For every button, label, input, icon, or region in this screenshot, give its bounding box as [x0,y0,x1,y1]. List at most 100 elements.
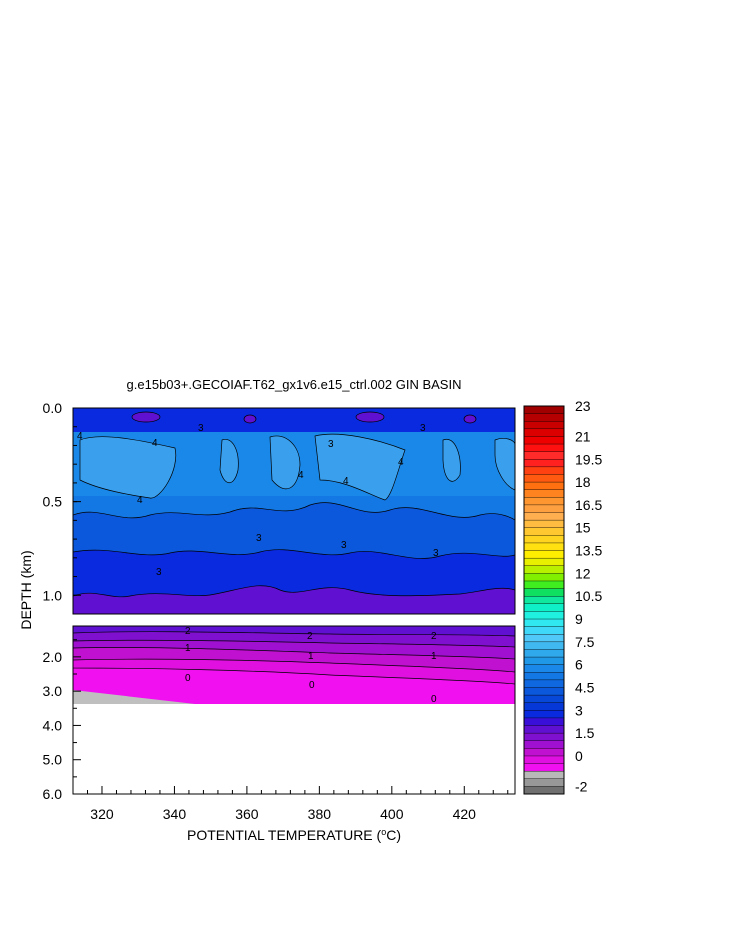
colorbar-swatch [523,702,565,711]
colorbar-swatch [523,481,565,491]
colorbar-label: 18 [575,474,591,490]
colorbar-swatch [523,611,565,620]
colorbar-swatch [523,595,565,605]
colorbar-label: 15 [575,520,591,536]
colorbar-swatch [523,489,565,498]
contour-label: 0 [431,694,437,705]
colorbar-swatch [523,740,565,749]
colorbar-label: 3 [575,702,583,718]
colorbar-label: 6 [575,657,583,673]
upper-panel-frame [72,407,516,615]
y-tick-label: 5.0 [43,752,63,768]
contour-label: 1 [308,651,314,662]
colorbar-swatch [523,421,565,430]
colorbar-label: 23 [575,398,591,414]
colorbar-label: 10.5 [575,588,602,604]
y-tick-label: 4.0 [43,717,63,733]
upper-light-patches [79,433,515,501]
contour-label: 3 [420,423,426,434]
colorbar-swatch [523,755,565,765]
colorbar-swatch [523,580,565,590]
contour-label: 1 [185,643,191,654]
upper-panel [73,408,515,614]
colorbar-swatch [523,542,565,552]
colorbar-swatch [523,778,565,787]
x-tick-label: 400 [380,806,404,822]
colorbar-swatch [523,656,565,666]
colorbar-swatch [523,603,565,612]
colorbar-swatch [523,732,565,742]
lower-panel-frame [72,625,516,795]
contour-label: 2 [307,631,313,642]
colorbar-swatch [523,557,565,567]
contour-label: 2 [431,631,437,642]
x-axis-label: POTENTIAL TEMPERATURE (oC) [187,827,401,843]
x-tick-label: 420 [453,806,477,822]
y-tick-label: 2.0 [43,649,63,665]
colorbar-swatch [523,474,565,483]
colorbar-swatch [523,428,565,437]
colorbar-swatch [523,573,565,582]
contour-label: 3 [433,548,439,559]
x-axis-label-unit: C) [386,827,401,843]
bathymetry [73,690,195,704]
y-tick-label: 3.0 [43,683,63,699]
colorbar-label: 13.5 [575,543,602,559]
colorbar-swatch [523,748,565,757]
colorbar-label: 21 [575,428,591,444]
colorbar [523,405,565,795]
upper-band-deep [73,585,515,614]
surface-violet-spots [131,411,477,424]
contour-label: 3 [198,423,204,434]
lower-band-2 [73,626,515,637]
contour-label: 4 [398,457,404,468]
colorbar-swatch [523,725,565,734]
colorbar-swatch [523,413,565,422]
colorbar-swatch [523,504,565,514]
colorbar-swatch [523,565,565,574]
colorbar-swatch [523,687,565,696]
colorbar-swatch [523,405,565,415]
colorbar-swatch [523,550,565,559]
contour-label: 3 [341,540,347,551]
colorbar-swatch [523,786,565,795]
lower-contour-labels: 2 2 2 1 1 1 0 0 0 [185,626,437,705]
colorbar-swatch [523,649,565,658]
contour-label: 3 [156,567,162,578]
colorbar-swatch [523,710,565,719]
colorbar-swatch [523,443,565,453]
y-axis-upper: 0.0 0.5 1.0 [43,400,81,615]
contour-label: 4 [137,495,143,506]
colorbar-swatch [523,641,565,650]
y-tick-label: 0.5 [43,494,63,510]
contour-label: 4 [77,431,83,442]
y-tick-label: 0.0 [43,400,63,416]
colorbar-swatch [523,459,565,468]
y-axis-lower: 2.0 3.0 4.0 5.0 6.0 [43,639,81,802]
x-tick-label: 360 [235,806,259,822]
contour-label: 4 [152,438,158,449]
colorbar-swatch [523,519,565,529]
colorbar-label: 4.5 [575,679,595,695]
contour-label: 0 [309,680,315,691]
contour-label: 1 [431,651,437,662]
colorbar-swatch [523,626,565,635]
lower-panel [73,626,515,704]
x-axis-label-superscript: o [381,827,386,837]
x-axis: 320 340 360 380 400 420 [72,786,509,822]
colorbar-labels: 23 21 19.5 18 16.5 15 13.5 12 10.5 9 7.5 6 4.5 3 1.5 0 -… [575,398,602,794]
contour-label: 4 [343,476,349,487]
y-tick-label: 1.0 [43,587,63,603]
chart-title: g.e15b03+.GECOIAF.T62_gx1v6.e15_ctrl.002… [127,377,462,392]
x-tick-label: 320 [90,806,114,822]
colorbar-swatch [523,451,565,460]
colorbar-swatch [523,436,565,445]
contour-label: 3 [256,533,262,544]
colorbar-label: -2 [575,778,588,794]
contour-label: 3 [328,439,334,450]
contour-label: 0 [185,673,191,684]
colorbar-swatch [523,634,565,643]
y-tick-label: 6.0 [43,786,63,802]
colorbar-swatch [523,664,565,673]
colorbar-swatch [523,717,565,727]
